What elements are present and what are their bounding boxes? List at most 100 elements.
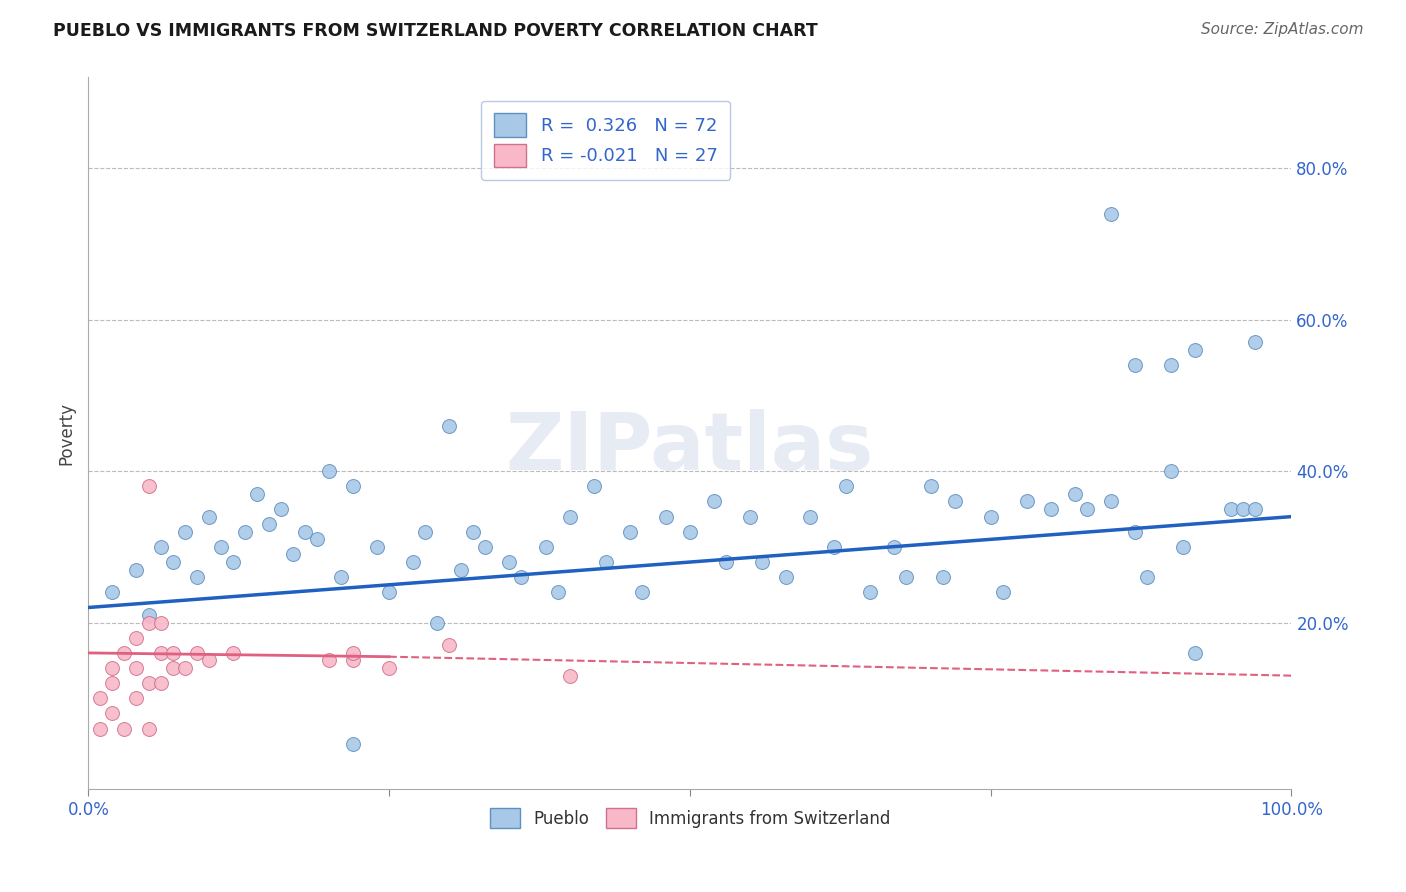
Point xyxy=(1173,540,1195,554)
Point xyxy=(101,706,124,721)
Legend: Pueblo, Immigrants from Switzerland: Pueblo, Immigrants from Switzerland xyxy=(482,802,897,834)
Point xyxy=(775,570,797,584)
Point xyxy=(186,570,208,584)
Point xyxy=(162,661,184,675)
Point xyxy=(114,722,136,736)
Point xyxy=(162,646,184,660)
Point xyxy=(835,479,858,493)
Point xyxy=(751,555,773,569)
Point xyxy=(197,509,219,524)
Point xyxy=(378,585,401,599)
Point xyxy=(714,555,737,569)
Point xyxy=(980,509,1002,524)
Point xyxy=(294,524,316,539)
Point xyxy=(1244,335,1267,350)
Point xyxy=(896,570,918,584)
Point xyxy=(582,479,605,493)
Point xyxy=(138,479,160,493)
Point xyxy=(943,494,966,508)
Point xyxy=(1123,358,1146,372)
Point xyxy=(186,646,208,660)
Point xyxy=(558,509,581,524)
Point xyxy=(558,668,581,682)
Point xyxy=(233,524,256,539)
Point xyxy=(1232,502,1254,516)
Point xyxy=(342,646,364,660)
Point xyxy=(162,555,184,569)
Point xyxy=(655,509,678,524)
Point xyxy=(125,631,148,645)
Point xyxy=(1015,494,1038,508)
Point xyxy=(1184,646,1206,660)
Point xyxy=(101,676,124,690)
Point xyxy=(173,661,195,675)
Point xyxy=(1076,502,1098,516)
Point xyxy=(1099,494,1122,508)
Text: Source: ZipAtlas.com: Source: ZipAtlas.com xyxy=(1201,22,1364,37)
Point xyxy=(270,502,292,516)
Point xyxy=(89,722,111,736)
Point xyxy=(1136,570,1159,584)
Point xyxy=(823,540,845,554)
Point xyxy=(209,540,232,554)
Point xyxy=(439,418,461,433)
Point xyxy=(1099,207,1122,221)
Point xyxy=(197,653,219,667)
Point xyxy=(1160,358,1182,372)
Point xyxy=(138,676,160,690)
Point xyxy=(630,585,652,599)
Point xyxy=(125,691,148,706)
Point xyxy=(173,524,195,539)
Point xyxy=(101,585,124,599)
Point xyxy=(1244,502,1267,516)
Point xyxy=(679,524,702,539)
Point xyxy=(378,661,401,675)
Point xyxy=(920,479,942,493)
Point xyxy=(138,615,160,630)
Point xyxy=(318,653,340,667)
Point xyxy=(534,540,557,554)
Point xyxy=(138,608,160,623)
Point xyxy=(859,585,882,599)
Point xyxy=(342,737,364,751)
Point xyxy=(547,585,569,599)
Point xyxy=(991,585,1014,599)
Point xyxy=(125,661,148,675)
Point xyxy=(931,570,953,584)
Point xyxy=(318,464,340,478)
Point xyxy=(595,555,617,569)
Point xyxy=(619,524,641,539)
Point xyxy=(342,479,364,493)
Point xyxy=(450,563,472,577)
Point xyxy=(1064,487,1087,501)
Point xyxy=(498,555,520,569)
Point xyxy=(366,540,388,554)
Point xyxy=(402,555,425,569)
Point xyxy=(1039,502,1062,516)
Point xyxy=(342,653,364,667)
Point xyxy=(413,524,436,539)
Point xyxy=(125,563,148,577)
Point xyxy=(1220,502,1243,516)
Text: ZIPatlas: ZIPatlas xyxy=(506,409,875,486)
Point xyxy=(257,517,280,532)
Point xyxy=(101,661,124,675)
Point xyxy=(1123,524,1146,539)
Point xyxy=(305,533,328,547)
Point xyxy=(426,615,449,630)
Point xyxy=(114,646,136,660)
Point xyxy=(510,570,533,584)
Point xyxy=(439,638,461,652)
Text: PUEBLO VS IMMIGRANTS FROM SWITZERLAND POVERTY CORRELATION CHART: PUEBLO VS IMMIGRANTS FROM SWITZERLAND PO… xyxy=(53,22,818,40)
Point xyxy=(703,494,725,508)
Point xyxy=(281,548,304,562)
Point xyxy=(738,509,761,524)
Point xyxy=(1184,343,1206,357)
Point xyxy=(138,722,160,736)
Point xyxy=(149,615,172,630)
Point xyxy=(330,570,353,584)
Point xyxy=(149,646,172,660)
Point xyxy=(883,540,905,554)
Point xyxy=(89,691,111,706)
Point xyxy=(474,540,496,554)
